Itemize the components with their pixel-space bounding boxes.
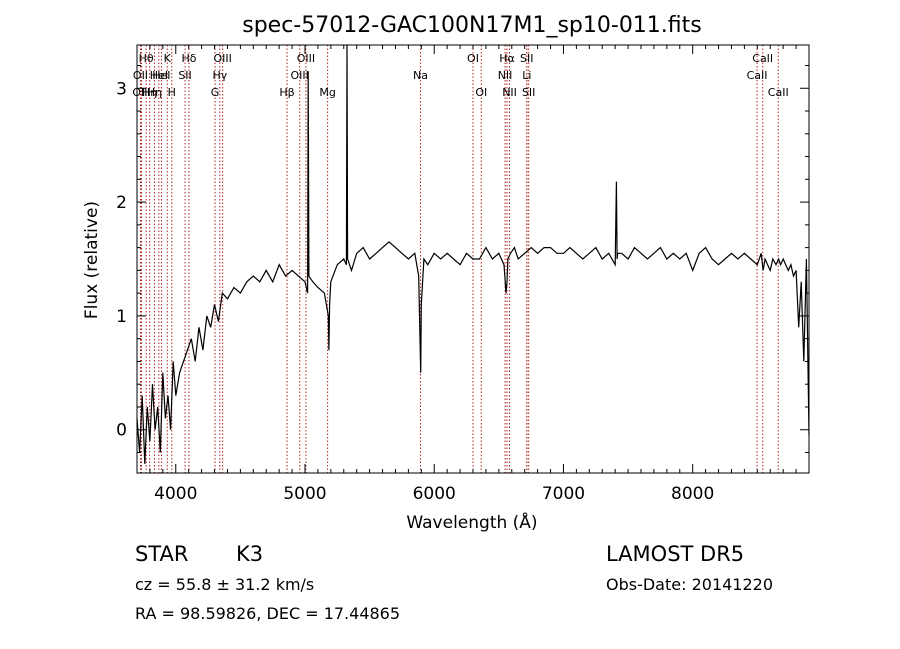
line-marker-label: SII (520, 52, 533, 65)
x-tick-label: 5000 (283, 484, 326, 504)
y-tick-label: 3 (116, 79, 127, 99)
y-axis-ticks: 0 1 2 3 (116, 64, 809, 454)
line-marker-label: Hγ (212, 69, 227, 82)
spectral-line-labels: OIIOIIIHθHηHηHeIHeIKHSIIHδGHγOIIIHβOIIIO… (132, 52, 788, 99)
line-marker-label: OIII (291, 69, 309, 82)
x-tick-label: 4000 (154, 484, 197, 504)
line-marker-label: CaII (752, 52, 773, 65)
x-tick-label: 7000 (542, 484, 585, 504)
line-marker-label: Hη (142, 86, 157, 99)
line-marker-label: HeI (152, 69, 170, 82)
line-marker-label: G (211, 86, 220, 99)
x-tick-label: 6000 (413, 484, 456, 504)
line-marker-label: Hθ (139, 52, 154, 65)
line-marker-label: Li (522, 69, 531, 82)
line-marker-label: Na (413, 69, 428, 82)
line-marker-label: NII (502, 86, 517, 99)
line-marker-label: Hη (147, 86, 162, 99)
line-marker-label: CaII (747, 69, 768, 82)
line-marker-label: Hα (499, 52, 515, 65)
coordinates-text: RA = 98.59826, DEC = 17.44865 (135, 604, 400, 623)
obs-date-text: Obs-Date: 20141220 (606, 575, 773, 594)
x-axis-label: Wavelength (Å) (406, 511, 537, 533)
line-marker-label: OIII (213, 52, 231, 65)
line-marker-label: Mg (319, 86, 335, 99)
survey-label: LAMOST DR5 (606, 542, 744, 566)
y-tick-label: 0 (116, 421, 127, 441)
line-marker-label: Hδ (181, 52, 196, 65)
y-axis-label: Flux (relative) (82, 201, 102, 319)
y-tick-label: 2 (116, 193, 127, 213)
line-marker-label: OI (475, 86, 487, 99)
line-marker-label: Hβ (279, 86, 294, 99)
line-marker-label: CaII (768, 86, 789, 99)
line-marker-label: OII (133, 69, 148, 82)
line-marker-label: K (164, 52, 172, 65)
object-class-label: STAR (135, 542, 188, 566)
line-marker-label: HeI (150, 69, 168, 82)
spectrum-series-line (136, 44, 810, 464)
chart-title: spec-57012-GAC100N17M1_sp10-011.fits (242, 13, 702, 38)
line-marker-label: NII (498, 69, 513, 82)
redshift-text: cz = 55.8 ± 31.2 km/s (135, 575, 314, 594)
line-marker-label: SII (178, 69, 191, 82)
y-tick-label: 1 (116, 307, 127, 327)
line-marker-label: H (168, 86, 176, 99)
line-marker-label: OIII (297, 52, 315, 65)
x-axis-ticks: 4000 5000 6000 7000 8000 (149, 45, 797, 504)
object-subclass-label: K3 (236, 542, 263, 566)
line-marker-label: SII (522, 86, 535, 99)
line-marker-label: OI (467, 52, 479, 65)
x-tick-label: 8000 (671, 484, 714, 504)
